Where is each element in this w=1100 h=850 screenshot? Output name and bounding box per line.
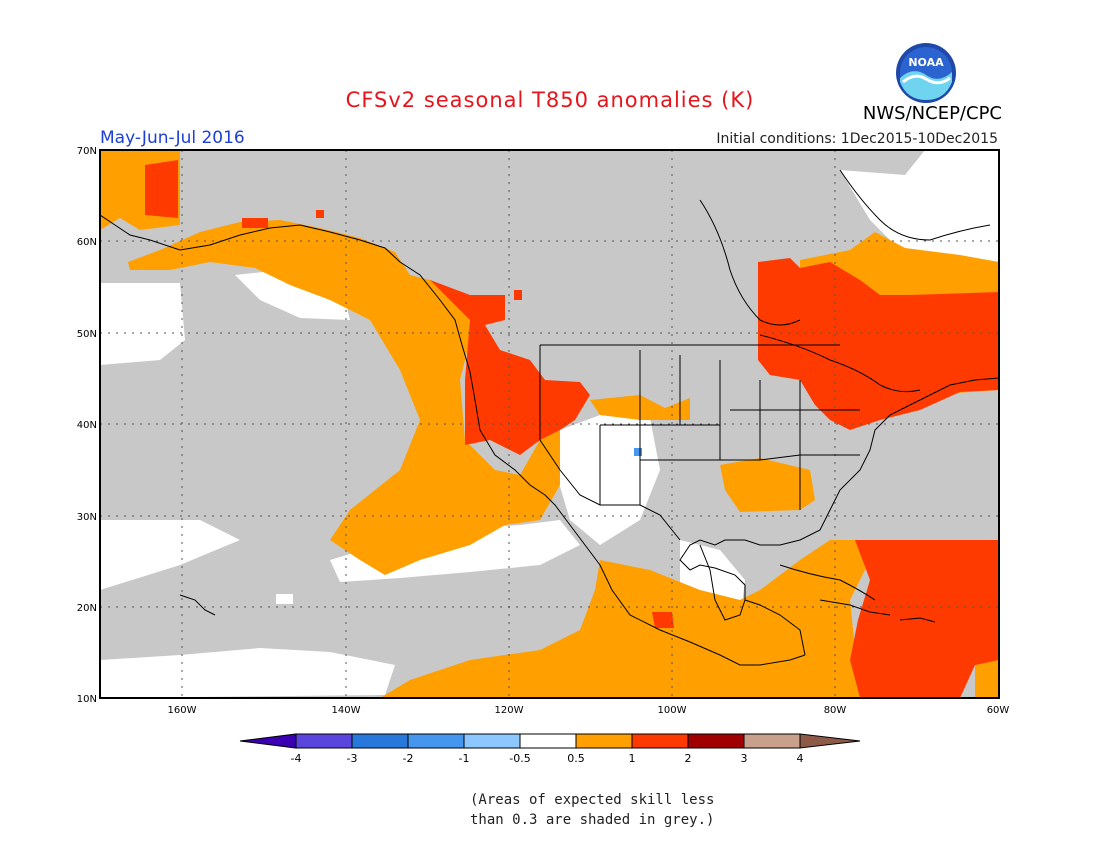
lon-label: 160W: [168, 705, 197, 716]
legend-swatch: [575, 733, 633, 749]
lat-label: 60N: [77, 237, 97, 248]
skill-note-line: (Areas of expected skill less: [470, 792, 715, 808]
legend-swatch: [463, 733, 521, 749]
legend-label: -2: [403, 752, 414, 765]
orange-southeast-us-region: [720, 458, 815, 512]
season-label: May-Jun-Jul 2016: [100, 128, 245, 148]
red-mexico-small-patch: [652, 612, 674, 628]
lon-label: 60W: [987, 705, 1010, 716]
lat-label: 30N: [77, 512, 97, 523]
map-title: CFSv2 seasonal T850 anomalies (K): [345, 88, 755, 112]
legend-arrow-high: [799, 733, 861, 749]
white-aleutian-region: [100, 283, 185, 365]
legend-label: -0.5: [509, 752, 530, 765]
axis-labels: 70N 60N 50N 40N 30N 20N 10N 160W 140W 12…: [77, 146, 1010, 716]
legend-arrow-low: [239, 733, 297, 749]
cool-anomaly-cell: [634, 448, 642, 456]
red-pacific-northwest-region: [430, 280, 590, 455]
orange-east-caribbean-patch: [975, 660, 999, 698]
red-alaska-small-patch: [242, 218, 268, 228]
lat-label: 50N: [77, 329, 97, 340]
skill-note: (Areas of expected skill less than 0.3 a…: [470, 790, 770, 830]
noaa-logo: NOAA: [896, 43, 956, 103]
lon-label: 140W: [332, 705, 361, 716]
legend-swatch: [743, 733, 801, 749]
lat-label: 10N: [77, 694, 97, 705]
white-southwest-us-region: [555, 415, 660, 545]
map-frame: [99, 149, 1000, 699]
legend-label: 0.5: [567, 752, 585, 765]
graticule: [100, 150, 999, 698]
legend-label: -4: [291, 752, 302, 765]
white-tropical-pacific-region: [100, 648, 395, 698]
color-legend: -4 -3 -2 -1 -0.5 0.5 1 2 3 4: [239, 733, 861, 765]
skill-note-line: than 0.3 are shaded in grey.): [470, 812, 715, 828]
lat-label: 20N: [77, 603, 97, 614]
red-yukon-small-patch: [316, 210, 324, 218]
orange-mexico-caribbean-region: [380, 540, 870, 698]
lon-label: 80W: [824, 705, 847, 716]
white-small-patch: [276, 594, 293, 604]
logo-text: NOAA: [908, 56, 944, 69]
lat-label: 70N: [77, 146, 97, 157]
map-field: [100, 150, 999, 698]
lat-label: 40N: [77, 420, 97, 431]
legend-swatch: [407, 733, 465, 749]
legend-swatch: [631, 733, 689, 749]
orange-west-coast-region: [128, 220, 560, 575]
legend-label: -1: [459, 752, 470, 765]
red-northeast-canada-region: [758, 258, 999, 430]
legend-label: 2: [685, 752, 692, 765]
white-hawaii-west-region: [100, 520, 240, 590]
legend-swatch: [351, 733, 409, 749]
legend-label: 1: [629, 752, 636, 765]
legend-label: 4: [797, 752, 804, 765]
legend-label: 3: [741, 752, 748, 765]
lon-label: 100W: [658, 705, 687, 716]
agency-label: NWS/NCEP/CPC: [862, 103, 1002, 124]
red-canada-small-patch: [514, 290, 522, 300]
legend-swatch: [295, 733, 353, 749]
coastlines: [100, 169, 999, 666]
legend-swatch: [687, 733, 745, 749]
legend-label: -3: [347, 752, 358, 765]
lon-label: 120W: [495, 705, 524, 716]
white-greenland-region: [840, 150, 999, 262]
legend-swatch: [519, 733, 577, 749]
red-alaska-west-patch: [145, 160, 178, 218]
initial-conditions-label: Initial conditions: 1Dec2015-10Dec2015: [716, 131, 998, 147]
